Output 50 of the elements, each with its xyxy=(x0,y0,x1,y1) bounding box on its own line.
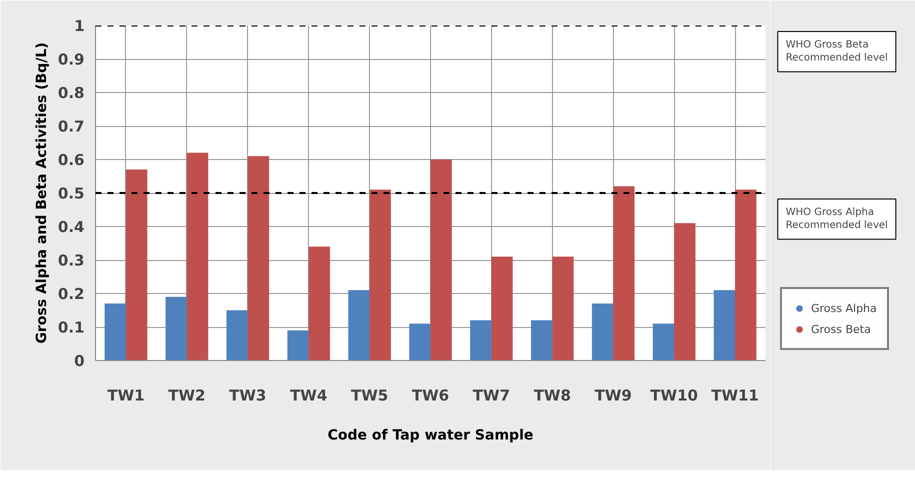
bar xyxy=(491,256,513,360)
y-axis-title: Gross Alpha and Beta Activities (Bq/L) xyxy=(34,42,50,344)
bar xyxy=(735,190,756,360)
bar xyxy=(104,304,126,360)
x-tick-label: TW8 xyxy=(534,386,571,404)
x-tick-label: TW6 xyxy=(412,386,450,404)
y-tick-label: 0.3 xyxy=(58,252,85,270)
x-tick-label: TW5 xyxy=(350,386,388,404)
x-tick-label: TW3 xyxy=(229,386,266,404)
legend-label: Gross Alpha xyxy=(811,302,877,314)
x-tick-label: TW7 xyxy=(472,386,510,404)
bar xyxy=(226,310,248,360)
y-tick-label: 0.8 xyxy=(58,84,85,102)
y-tick-label: 0.5 xyxy=(58,184,85,202)
y-tick-label: 0.9 xyxy=(58,50,85,68)
x-tick-label: TW10 xyxy=(650,386,698,404)
y-tick-label: 0.4 xyxy=(58,218,85,236)
bar xyxy=(409,324,430,360)
bar xyxy=(126,170,148,360)
bar xyxy=(248,156,270,360)
bar xyxy=(470,320,492,360)
bar xyxy=(348,290,370,360)
y-tick-label: 0 xyxy=(74,352,84,370)
bar xyxy=(592,304,614,360)
bar xyxy=(370,190,391,360)
bar xyxy=(308,246,330,360)
y-tick-label: 0.7 xyxy=(58,118,85,136)
x-tick-label: TW4 xyxy=(290,386,328,404)
bar xyxy=(552,256,574,360)
x-tick-label: TW2 xyxy=(168,386,206,404)
bar xyxy=(674,223,696,360)
bar xyxy=(287,330,309,360)
bar xyxy=(166,296,187,360)
y-tick-label: 0.6 xyxy=(58,151,85,169)
x-axis-title: Code of Tap water Sample xyxy=(328,428,534,444)
bar xyxy=(186,152,208,360)
y-tick-label: 1 xyxy=(74,17,84,35)
bar xyxy=(714,290,736,360)
legend-label: Gross Beta xyxy=(811,322,871,336)
x-tick-label: TW11 xyxy=(711,386,759,404)
bar xyxy=(430,160,452,360)
y-tick-label: 0.1 xyxy=(58,318,85,336)
bar xyxy=(531,320,552,360)
y-tick-label: 0.2 xyxy=(58,285,85,303)
ref-line-label: WHO Gross Alpha Recommended level xyxy=(786,207,888,232)
bar xyxy=(613,186,635,360)
x-tick-label: TW9 xyxy=(594,386,632,404)
x-tick-label: TW1 xyxy=(107,386,145,404)
bar xyxy=(652,324,674,360)
ref-line-label: WHO Gross Beta Recommended level xyxy=(786,40,888,64)
